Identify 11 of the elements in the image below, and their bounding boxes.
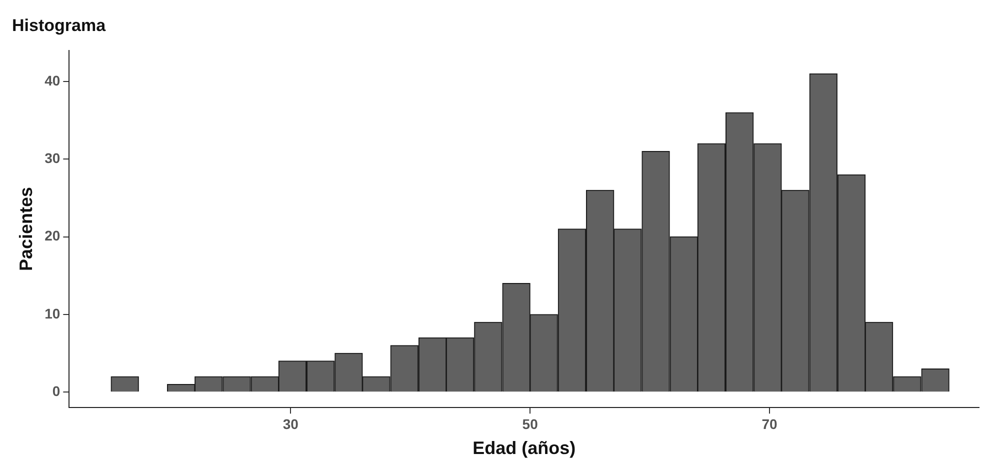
y-tick-label: 0	[52, 382, 60, 399]
y-tick-label: 30	[44, 150, 60, 166]
y-axis-title: Pacientes	[16, 186, 36, 272]
y-tick-label: 20	[44, 228, 60, 244]
chart-title: Histograma	[12, 16, 106, 35]
y-tick-label: 40	[44, 72, 60, 88]
y-tick-label: 10	[44, 305, 60, 322]
x-tick-label: 70	[762, 416, 778, 432]
x-axis-title: Edad (años)	[472, 438, 576, 458]
x-tick-label: 50	[522, 416, 538, 432]
x-tick-label: 30	[282, 416, 299, 432]
